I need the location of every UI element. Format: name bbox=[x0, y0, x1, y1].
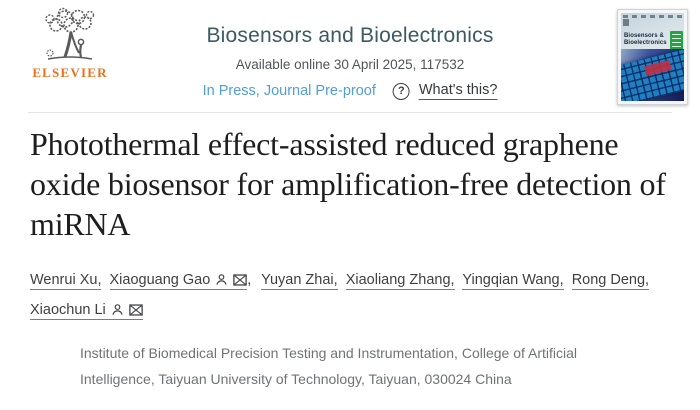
author-separator: , bbox=[559, 272, 564, 288]
author-link[interactable]: Wenrui Xu, bbox=[30, 272, 102, 290]
journal-cover-thumbnail[interactable]: Biosensors & Bioelectronics bbox=[617, 9, 688, 105]
author-profile-icon[interactable] bbox=[111, 298, 124, 326]
journal-cover-art: Biosensors & Bioelectronics bbox=[621, 13, 684, 101]
elsevier-tree-icon bbox=[45, 7, 95, 60]
author-separator: , bbox=[97, 272, 102, 288]
author-separator: , bbox=[450, 272, 455, 288]
affiliation-text: Institute of Biomedical Precision Testin… bbox=[80, 345, 577, 387]
cover-circuit-board bbox=[621, 49, 684, 101]
author-link[interactable]: Yuyan Zhai, bbox=[261, 272, 338, 290]
in-press-link[interactable]: In Press, Journal Pre-proof bbox=[202, 83, 376, 99]
available-online-text: Available online 30 April 2025, 117532 bbox=[235, 57, 465, 72]
author-link[interactable]: Xiaoliang Zhang, bbox=[345, 272, 455, 290]
author-profile-icon[interactable] bbox=[215, 268, 228, 296]
elsevier-logo[interactable]: ELSEVIER bbox=[28, 6, 112, 81]
author-link[interactable]: Rong Deng, bbox=[571, 272, 650, 290]
author-name: Yingqian Wang bbox=[462, 272, 560, 288]
journal-info: Biosensors and Bioelectronics Available … bbox=[203, 24, 498, 100]
author-name: Xiaoguang Gao bbox=[109, 272, 211, 288]
cover-issn-strip bbox=[623, 15, 682, 18]
author-list: Wenrui Xu, Xiaoguang Gao, Yuyan Zhai, Xi… bbox=[30, 266, 678, 326]
journal-header: ELSEVIER Biosensors and Bioelectronics A… bbox=[0, 0, 700, 112]
cover-publisher-mark bbox=[623, 19, 629, 26]
author-email-icon[interactable] bbox=[129, 298, 143, 326]
in-press-row: In Press, Journal Pre-proof ? What's thi… bbox=[203, 82, 498, 100]
author-name: Wenrui Xu bbox=[30, 272, 98, 288]
header-divider bbox=[28, 112, 672, 113]
journal-title-link[interactable]: Biosensors and Bioelectronics bbox=[206, 24, 494, 47]
cover-circuit-photo bbox=[621, 49, 684, 101]
elsevier-wordmark: ELSEVIER bbox=[32, 65, 108, 80]
article-title: Photothermal effect-assisted reduced gra… bbox=[30, 126, 666, 242]
author-name: Yuyan Zhai bbox=[261, 272, 334, 288]
author-name: Xiaoliang Zhang bbox=[345, 272, 451, 288]
author-separator: , bbox=[333, 272, 338, 288]
author-separator: , bbox=[645, 272, 650, 288]
author-link-corresponding[interactable]: Xiaochun Li bbox=[30, 302, 143, 320]
author-name: Rong Deng bbox=[571, 272, 646, 288]
author-separator: , bbox=[247, 272, 252, 288]
whats-this-link[interactable]: What's this? bbox=[418, 82, 498, 100]
help-icon[interactable]: ? bbox=[392, 82, 410, 100]
author-link[interactable]: Yingqian Wang, bbox=[462, 272, 564, 290]
author-link-corresponding[interactable]: Xiaoguang Gao bbox=[109, 272, 248, 290]
author-email-icon[interactable] bbox=[233, 268, 248, 296]
cover-journal-name: Biosensors & Bioelectronics bbox=[624, 33, 667, 46]
author-name: Xiaochun Li bbox=[30, 302, 106, 318]
